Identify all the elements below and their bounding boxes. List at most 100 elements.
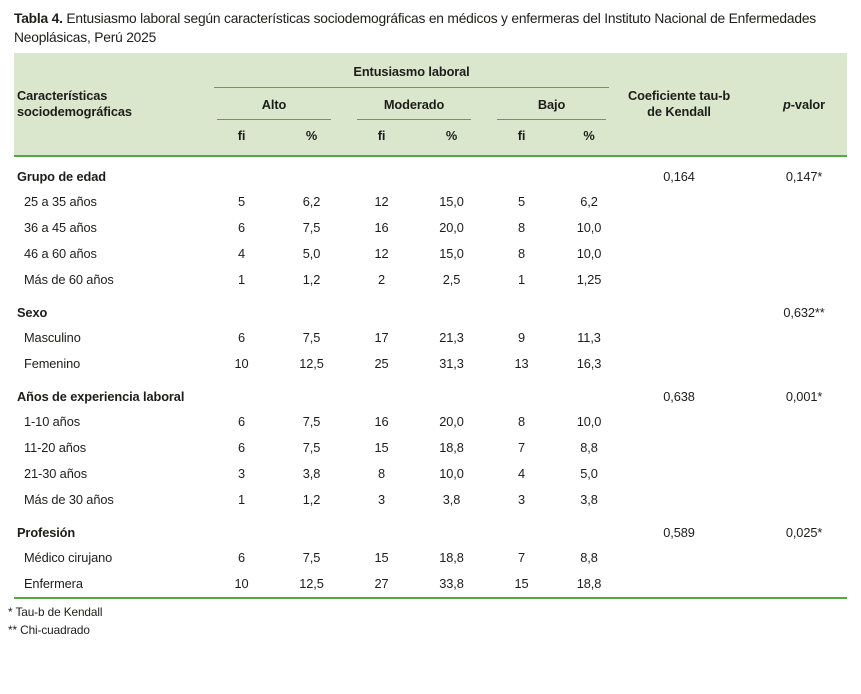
- taub-value: [619, 293, 739, 325]
- footnotes: * Tau-b de Kendall ** Chi-cuadrado: [8, 604, 861, 639]
- empty-cell: [279, 293, 344, 325]
- empty-cell: [739, 241, 847, 267]
- empty-cell: [619, 267, 739, 293]
- cell-value: 18,8: [576, 576, 602, 592]
- empty-cell: [619, 189, 739, 215]
- cell-value: 11,3: [577, 330, 601, 346]
- cell-value: 8: [377, 466, 386, 482]
- empty-cell: [484, 156, 559, 189]
- cell-value: 3,8: [302, 466, 321, 482]
- header-fi-alto: fi: [204, 120, 279, 158]
- empty-cell: [204, 513, 279, 545]
- header-pct-moderado: %: [419, 120, 484, 158]
- cell-value: 18,8: [439, 440, 464, 456]
- header-pct-alto: %: [279, 120, 344, 158]
- empty-cell: [619, 435, 739, 461]
- cell-value: 20,0: [439, 414, 464, 430]
- section-name: Profesión: [17, 525, 76, 541]
- cell-value: 3,8: [580, 492, 598, 508]
- empty-cell: [739, 435, 847, 461]
- cell-value: 8,8: [580, 550, 598, 566]
- cell-value: 25: [374, 356, 389, 372]
- pvalor-value: 0,632**: [783, 305, 825, 321]
- cell-value: 1: [517, 272, 526, 288]
- empty-cell: [419, 377, 484, 409]
- cell-value: 12: [374, 246, 389, 262]
- taub-value: 0,589: [663, 525, 695, 541]
- cell-value: 27: [374, 576, 389, 592]
- empty-cell: [419, 293, 484, 325]
- section-header-row: Profesión 0,589 0,025*: [14, 513, 847, 545]
- cell-value: 16: [374, 414, 389, 430]
- empty-cell: [619, 409, 739, 435]
- data-row: 46 a 60 años 4 5,0 12 15,0 8 10,0: [14, 241, 847, 267]
- row-label: Enfermera: [24, 576, 83, 592]
- cell-value: 16: [374, 220, 389, 236]
- data-row: Más de 30 años 1 1,2 3 3,8 3 3,8: [14, 487, 847, 513]
- cell-value: 12,5: [299, 356, 324, 372]
- cell-value: 4: [237, 246, 246, 262]
- empty-cell: [739, 409, 847, 435]
- empty-cell: [419, 156, 484, 189]
- header-characteristics: Características sociodemográficas: [14, 53, 204, 158]
- row-label: 25 a 35 años: [24, 194, 97, 210]
- empty-cell: [739, 189, 847, 215]
- cell-value: 12,5: [299, 576, 324, 592]
- cell-value: 6: [237, 550, 246, 566]
- cell-value: 10: [234, 356, 249, 372]
- header-row-subgroups: Alto Moderado Bajo: [14, 88, 847, 121]
- row-label: 46 a 60 años: [24, 246, 97, 262]
- cell-value: 5,0: [302, 246, 321, 262]
- pvalor-value: 0,001*: [785, 389, 823, 405]
- data-row: 21-30 años 3 3,8 8 10,0 4 5,0: [14, 461, 847, 487]
- cell-value: 10: [234, 576, 249, 592]
- cell-value: 15: [374, 440, 389, 456]
- cell-value: 12: [374, 194, 389, 210]
- header-subgroup-moderado-label: Moderado: [357, 97, 471, 121]
- cell-value: 10,0: [576, 246, 602, 262]
- cell-value: 17: [374, 330, 389, 346]
- empty-cell: [204, 156, 279, 189]
- header-subgroup-alto-label: Alto: [217, 97, 331, 121]
- cell-value: 15,0: [439, 246, 464, 262]
- empty-cell: [559, 377, 619, 409]
- empty-cell: [619, 571, 739, 598]
- row-label: 1-10 años: [24, 414, 81, 430]
- header-subgroup-bajo: Bajo: [484, 88, 620, 121]
- header-pvalor-p: p: [783, 96, 791, 112]
- pvalor-value: 0,025*: [785, 525, 823, 541]
- data-row: Médico cirujano 6 7,5 15 18,8 7 8,8: [14, 545, 847, 571]
- cell-value: 21,3: [439, 330, 464, 346]
- section-name: Sexo: [17, 305, 48, 321]
- cell-value: 2: [377, 272, 386, 288]
- empty-cell: [739, 487, 847, 513]
- row-label: Más de 30 años: [24, 492, 114, 508]
- empty-cell: [344, 156, 419, 189]
- section-header-row: Grupo de edad 0,164 0,147*: [14, 156, 847, 189]
- row-label: 11-20 años: [24, 440, 87, 456]
- table-body: Grupo de edad 0,164 0,147* 25 a 35 años 5 6,2…: [14, 156, 847, 598]
- caption-text: Entusiasmo laboral según características…: [14, 11, 816, 45]
- cell-value: 1: [237, 492, 246, 508]
- cell-value: 9: [517, 330, 526, 346]
- caption-label: Tabla 4.: [14, 11, 63, 26]
- taub-value: 0,638: [663, 389, 695, 405]
- section-header-row: Años de experiencia laboral 0,638 0,001*: [14, 377, 847, 409]
- empty-cell: [344, 513, 419, 545]
- cell-value: 6: [237, 330, 246, 346]
- row-label: 36 a 45 años: [24, 220, 97, 236]
- cell-value: 13: [514, 356, 529, 372]
- cell-value: 8: [517, 414, 526, 430]
- empty-cell: [619, 241, 739, 267]
- cell-value: 16,3: [576, 356, 602, 372]
- cell-value: 3: [377, 492, 386, 508]
- header-fi-moderado: fi: [344, 120, 419, 158]
- empty-cell: [279, 377, 344, 409]
- cell-value: 7,5: [302, 440, 321, 456]
- cell-value: 7,5: [302, 220, 321, 236]
- section-header-row: Sexo 0,632**: [14, 293, 847, 325]
- footnote-taub: * Tau-b de Kendall: [8, 605, 103, 620]
- section-name: Años de experiencia laboral: [17, 389, 185, 405]
- row-label: Médico cirujano: [24, 550, 113, 566]
- cell-value: 7,5: [302, 550, 321, 566]
